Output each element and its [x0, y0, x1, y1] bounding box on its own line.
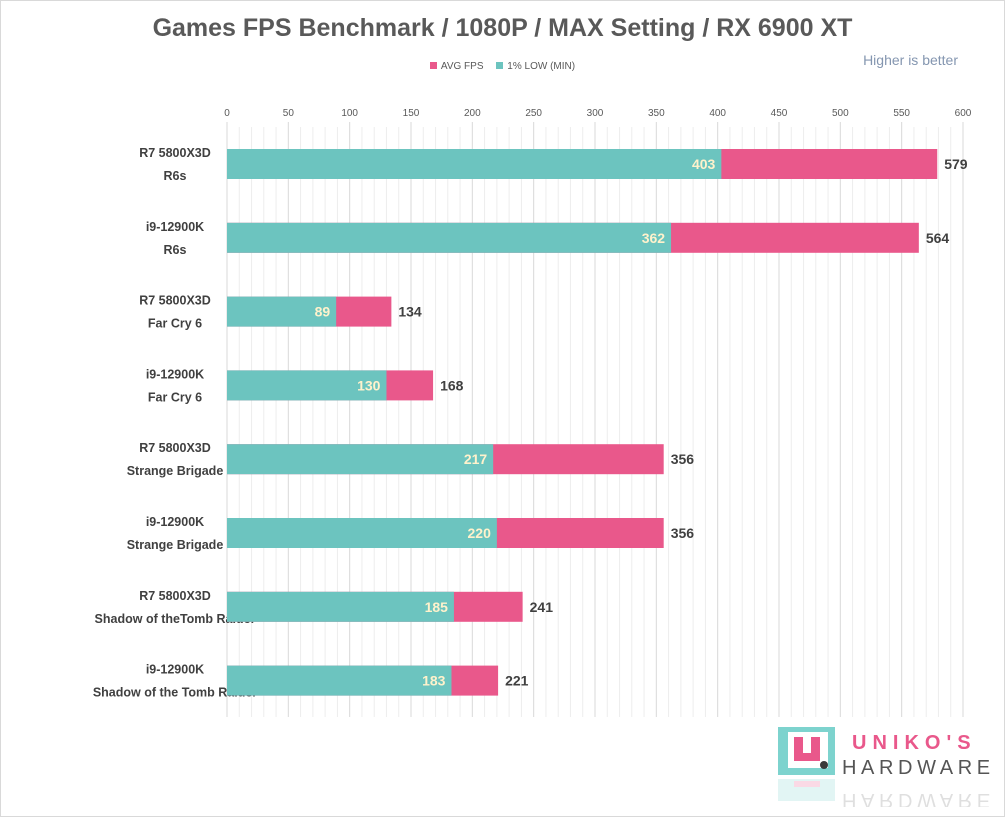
legend-swatch-avg: [429, 62, 437, 69]
category-label-game: R6s: [164, 243, 187, 257]
category-label-cpu: i9-12900K: [146, 220, 204, 234]
uniko-hardware-logo: UNIKO'S HARDWARE HARDWARE: [778, 727, 993, 807]
x-tick-label: 250: [525, 108, 542, 119]
legend-label-avg: AVG FPS: [440, 61, 484, 72]
x-tick-label: 0: [224, 108, 230, 119]
legend: AVG FPS 1% LOW (MIN): [0, 61, 1005, 72]
category-label-cpu: R7 5800X3D: [139, 294, 211, 308]
data-label-1pct-low: 217: [464, 451, 488, 467]
category-label-cpu: R7 5800X3D: [139, 589, 211, 603]
category-label-cpu: i9-12900K: [146, 367, 204, 381]
category-label-game: R6s: [164, 169, 187, 183]
bar-1pct-low: [227, 591, 454, 622]
category-label-game: Strange Brigade: [127, 538, 224, 552]
category-label-cpu: i9-12900K: [146, 663, 204, 677]
data-label-1pct-low: 362: [642, 230, 666, 246]
x-tick-label: 450: [771, 108, 788, 119]
x-tick-label: 400: [709, 108, 726, 119]
bar-1pct-low: [227, 222, 672, 253]
chart-note: Higher is better: [863, 52, 958, 68]
data-label-avg-fps: 579: [944, 156, 968, 172]
data-label-avg-fps: 134: [398, 304, 422, 320]
data-label-avg-fps: 221: [505, 673, 529, 689]
chart-title: Games FPS Benchmark / 1080P / MAX Settin…: [152, 14, 853, 42]
x-tick-label: 300: [587, 108, 604, 119]
logo-name-bottom: HARDWARE: [842, 757, 993, 779]
bar-1pct-low: [227, 444, 494, 475]
data-label-avg-fps: 241: [530, 599, 554, 615]
bar-1pct-low: [227, 665, 452, 696]
data-label-1pct-low: 185: [425, 599, 449, 615]
x-tick-label: 50: [283, 108, 295, 119]
data-label-1pct-low: 130: [357, 377, 381, 393]
logo-reflection: HARDWARE: [842, 789, 993, 807]
category-label-cpu: i9-12900K: [146, 515, 204, 529]
data-label-avg-fps: 356: [671, 451, 695, 467]
legend-item-min: 1% LOW (MIN): [496, 61, 575, 72]
uniko-hardware-logo-icon: [778, 727, 835, 801]
data-label-avg-fps: 356: [671, 525, 695, 541]
category-label-game: Far Cry 6: [148, 390, 202, 404]
category-label-game: Shadow of the Tomb Raider: [93, 686, 257, 700]
x-tick-label: 350: [648, 108, 665, 119]
category-label-cpu: R7 5800X3D: [139, 146, 211, 160]
category-label-cpu: R7 5800X3D: [139, 441, 211, 455]
data-label-1pct-low: 183: [422, 673, 446, 689]
category-label-game: Shadow of theTomb Raider: [95, 612, 256, 626]
data-label-1pct-low: 89: [315, 304, 331, 320]
legend-label-min: 1% LOW (MIN): [507, 61, 576, 72]
x-tick-label: 500: [832, 108, 849, 119]
data-label-avg-fps: 564: [926, 230, 950, 246]
legend-swatch-min: [496, 62, 504, 69]
data-label-avg-fps: 168: [440, 377, 464, 393]
x-tick-label: 100: [341, 108, 358, 119]
x-tick-label: 600: [955, 108, 972, 119]
x-tick-label: 150: [403, 108, 420, 119]
category-label-game: Far Cry 6: [148, 317, 202, 331]
x-tick-label: 550: [893, 108, 910, 119]
data-label-1pct-low: 403: [692, 156, 716, 172]
bar-1pct-low: [227, 296, 337, 327]
bar-1pct-low: [227, 518, 497, 548]
category-label-game: Strange Brigade: [127, 464, 224, 478]
logo-name-top: UNIKO'S: [852, 732, 977, 754]
data-label-1pct-low: 220: [468, 525, 492, 541]
bar-1pct-low: [227, 149, 722, 179]
x-tick-label: 200: [464, 108, 481, 119]
bar-1pct-low: [227, 370, 387, 401]
legend-item-avg: AVG FPS: [429, 61, 484, 72]
